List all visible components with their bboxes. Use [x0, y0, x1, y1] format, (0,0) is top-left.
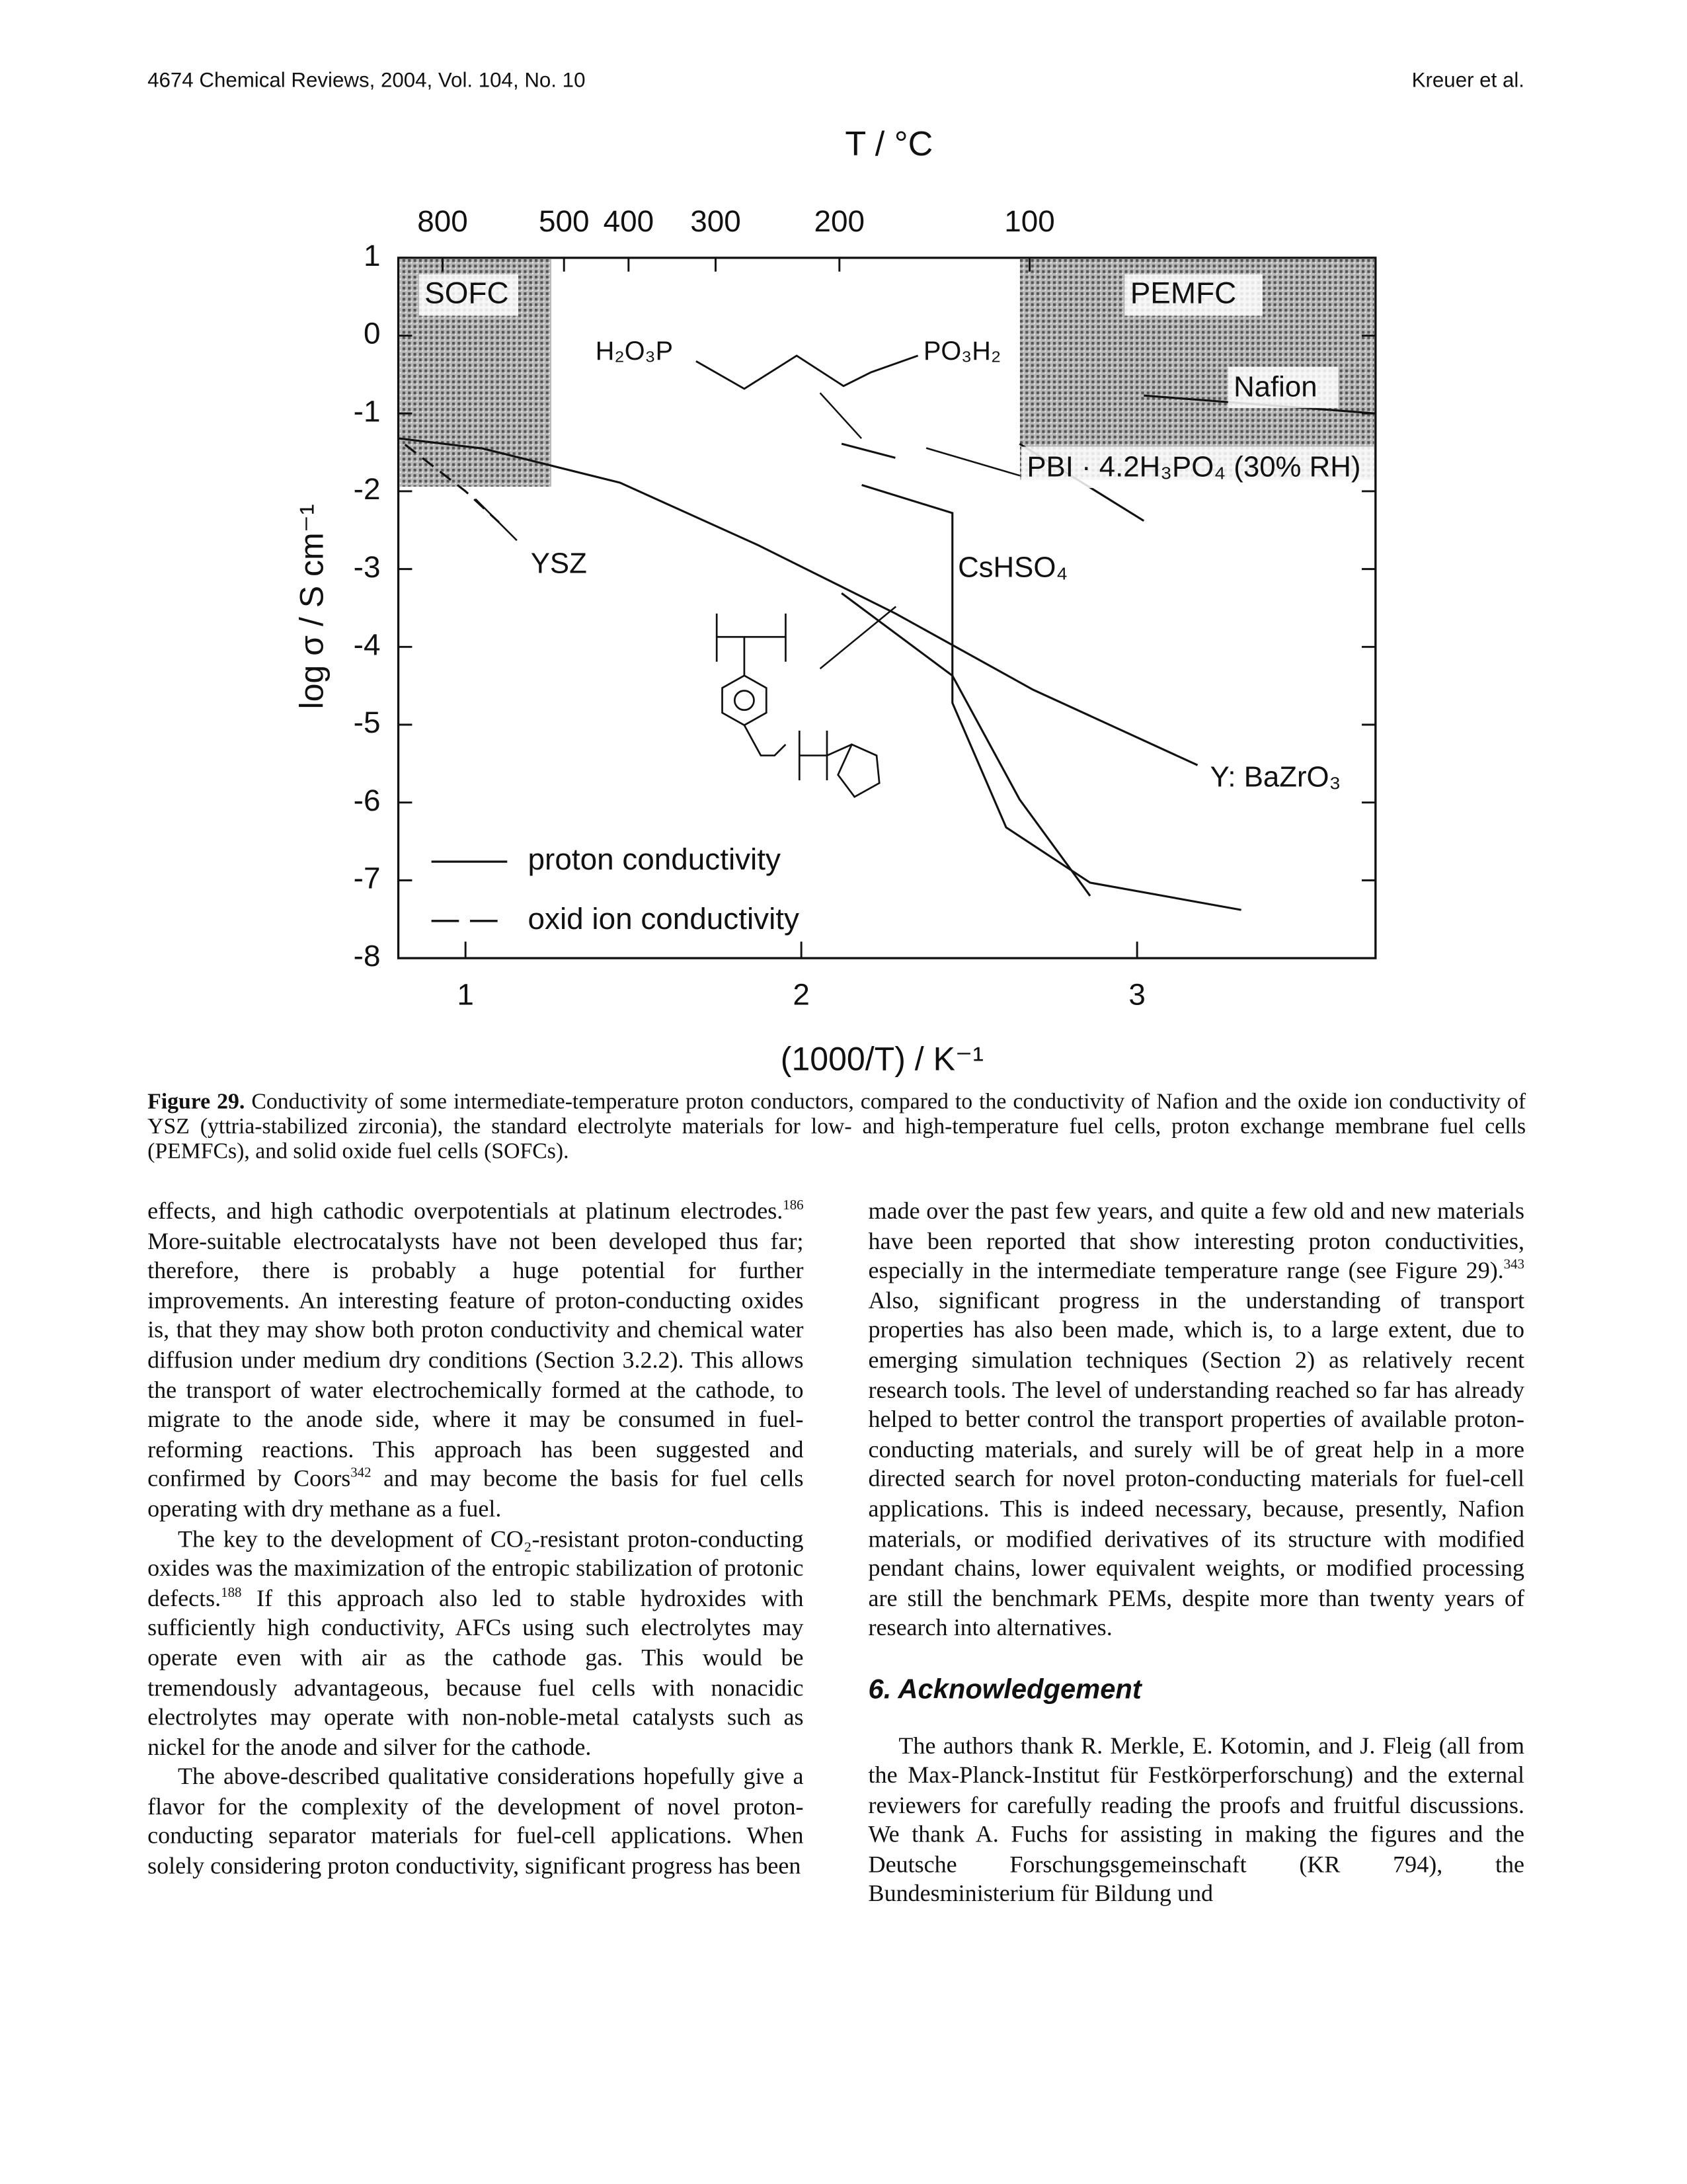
leader-line: [819, 606, 897, 670]
section-heading: 6. Acknowledgement: [868, 1675, 1142, 1705]
plot-frame: [397, 257, 1377, 959]
data-line: [841, 592, 1091, 897]
text-run: The above-described qualitative consider…: [147, 1763, 804, 1879]
region-label: SOFC: [424, 275, 508, 309]
text-run: Also, significant progress in the unders…: [868, 1287, 1525, 1641]
top-tick-label: 800: [417, 204, 468, 238]
text-run: More-suitable electrocatalysts have not …: [147, 1227, 804, 1492]
text-run: effects, and high cathodic overpotential…: [147, 1197, 783, 1225]
paragraph: effects, and high cathodic overpotential…: [147, 1197, 803, 1524]
label-box: [418, 274, 518, 316]
x-tick-label: 1: [457, 977, 474, 1012]
polymer-structure: [715, 613, 881, 798]
x-tick-label: 3: [1128, 977, 1146, 1012]
y-tick-label: -2: [354, 471, 381, 506]
label-box: [1124, 274, 1263, 316]
paragraph: The authors thank R. Merkle, E. Kotomin,…: [869, 1731, 1524, 1910]
reference-number: 343: [1503, 1258, 1525, 1274]
running-author: Kreuer et al.: [1411, 69, 1525, 93]
left-column: effects, and high cathodic overpotential…: [147, 1197, 803, 1882]
series-label: PBI · 4.2H₃PO₄ (30% RH): [1027, 450, 1360, 483]
x-axis-label: (1000/T) / K⁻¹: [781, 1041, 984, 1078]
molecule-chain: [695, 354, 919, 390]
y-tick-label: 1: [364, 238, 381, 272]
text-run: made over the past few years, and quite …: [868, 1197, 1525, 1284]
right-column: made over the past few years, and quite …: [869, 1197, 1524, 1910]
label-box: [1228, 366, 1339, 409]
chart: -8 -7 -6 -5 -4 -3 -2 -1 0 1 1 2 3 800 500 400 300 200 100 T…: [294, 125, 1377, 1078]
top-tick-label: 400: [604, 204, 654, 238]
series-label: Y: BaZrO₃: [1210, 761, 1341, 793]
chemical-label: PO₃H₂: [923, 337, 1001, 366]
reference-number: 342: [350, 1466, 372, 1482]
figure-caption: Figure 29. Conductivity of some intermed…: [147, 1089, 1526, 1164]
right-paragraphs: made over the past few years, and quite …: [869, 1197, 1524, 1643]
caption-label: Figure 29.: [147, 1089, 245, 1114]
top-axis-label: T / °C: [845, 125, 933, 163]
data-line: [841, 442, 1241, 911]
y-tick-label: 0: [364, 316, 381, 350]
top-tick-label: 300: [690, 204, 741, 238]
text-run: and may become the basis for fuel cells …: [147, 1466, 804, 1522]
y-tick-label: -6: [354, 783, 381, 817]
text-run: The key to the development of CO₂-resist…: [147, 1525, 804, 1611]
series-label: CsHSO₄: [958, 551, 1068, 584]
caption-text: Conductivity of some intermediate-temper…: [147, 1089, 1526, 1164]
data-line: [404, 444, 500, 524]
reference-number: 186: [783, 1198, 804, 1214]
top-tick-label: 100: [1004, 204, 1055, 238]
leader-line: [819, 392, 863, 439]
y-axis-label: log σ / S cm⁻¹: [294, 504, 331, 709]
region-label: PEMFC: [1130, 275, 1237, 309]
text-run: The authors thank R. Merkle, E. Kotomin,…: [868, 1732, 1525, 1908]
chemical-label: H₂O₃P: [596, 337, 673, 366]
label-box: [1021, 446, 1374, 489]
series-label: YSZ: [531, 547, 587, 579]
data-line: [398, 437, 1198, 766]
top-tick-label: 200: [814, 204, 865, 238]
y-tick-label: -8: [354, 938, 381, 973]
y-tick-label: -7: [354, 860, 381, 895]
paragraph: The above-described qualitative consider…: [147, 1762, 803, 1881]
y-tick-label: -1: [354, 393, 381, 428]
top-tick-label: 500: [539, 204, 590, 238]
y-tick-label: -4: [354, 627, 381, 661]
leader-line: [925, 447, 1021, 477]
y-tick-label: -5: [354, 705, 381, 739]
legend-label: proton conductivity: [528, 842, 781, 876]
y-tick-label: -3: [354, 549, 381, 584]
running-header: 4674 Chemical Reviews, 2004, Vol. 104, N…: [147, 69, 586, 93]
series-label: Nafion: [1234, 371, 1317, 403]
reference-number: 188: [221, 1585, 242, 1601]
x-tick-label: 2: [793, 977, 810, 1012]
text-run: If this approach also led to stable hydr…: [147, 1585, 804, 1760]
legend-label: oxid ion conductivity: [528, 901, 799, 936]
paragraph: made over the past few years, and quite …: [869, 1197, 1524, 1643]
paragraph: The key to the development of CO₂-resist…: [147, 1524, 803, 1762]
